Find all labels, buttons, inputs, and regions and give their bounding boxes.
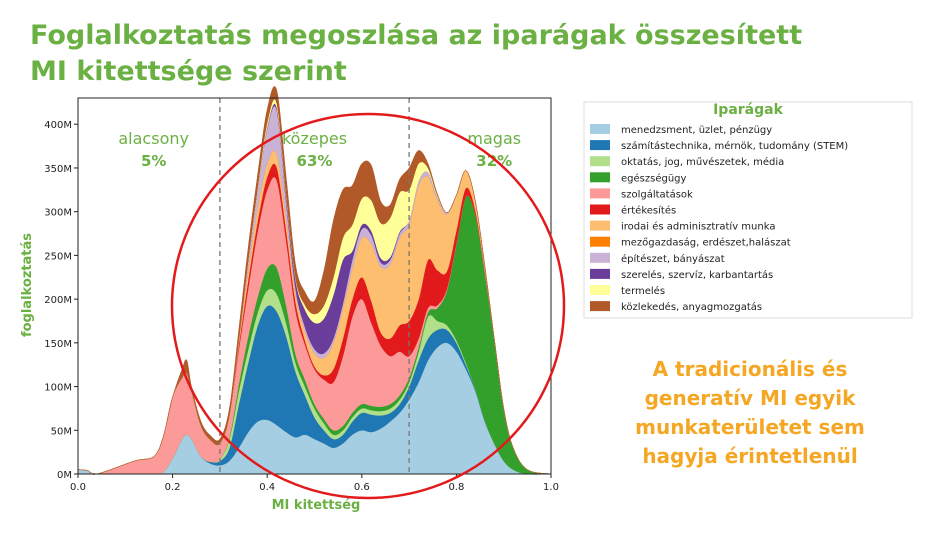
- y-tick-label: 200M: [44, 295, 72, 306]
- x-tick-label: 1.0: [543, 482, 559, 493]
- y-tick-label: 300M: [44, 208, 72, 219]
- zone-label: közepes: [282, 129, 347, 148]
- legend-title: Iparágak: [713, 102, 783, 118]
- highlight-circle: [170, 112, 566, 500]
- legend-entry-label: szolgáltatások: [621, 188, 693, 200]
- legend-swatch: [590, 156, 610, 167]
- legend-entry-label: értékesítés: [621, 205, 676, 217]
- zone-label: magas: [467, 129, 521, 148]
- y-tick-label: 50M: [51, 426, 72, 437]
- title-line-1: Foglalkoztatás megoszlása az iparágak ös…: [30, 20, 803, 51]
- x-axis: 0.0 0.2 0.4 0.6 0.8 1.0: [70, 474, 559, 493]
- y-tick-label: 400M: [44, 120, 72, 131]
- legend-swatch: [590, 188, 610, 199]
- y-tick-label: 0M: [57, 470, 72, 481]
- x-tick-label: 0.8: [448, 482, 464, 493]
- zone-label: alacsony: [118, 129, 189, 148]
- x-axis-label: MI kitettség: [272, 498, 361, 513]
- plot-frame: [77, 97, 552, 475]
- y-axis: 0M 50M 100M 150M 200M 250M 300M 350M 400M: [44, 120, 78, 481]
- side-note-line: generatív MI egyik: [644, 386, 856, 410]
- zone-percentage: 5%: [141, 152, 166, 170]
- page-title: Foglalkoztatás megoszlása az iparágak ös…: [30, 18, 890, 90]
- legend-entry-label: menedzsment, üzlet, pénzügy: [621, 124, 772, 136]
- legend-entry-label: oktatás, jog, művészetek, média: [621, 156, 784, 168]
- y-axis-label: foglalkoztatás: [20, 233, 35, 337]
- legend: Iparágak menedzsment, üzlet, pénzügy számí…: [583, 101, 913, 319]
- legend-entry-label: szerelés, szervíz, karbantartás: [621, 269, 773, 281]
- legend-swatch: [590, 285, 610, 295]
- legend-entry-label: irodai és adminisztratív munka: [621, 221, 775, 233]
- side-note-line: A tradicionális és: [652, 357, 848, 381]
- side-note: A tradicionális és generatív MI egyik mu…: [600, 355, 900, 471]
- x-tick-label: 0.4: [259, 482, 275, 493]
- y-tick-label: 350M: [44, 164, 72, 175]
- y-tick-label: 150M: [44, 339, 72, 350]
- legend-entry-label: számítástechnika, mérnök, tudomány (STEM…: [621, 140, 848, 152]
- side-note-line: munkaterületet sem: [635, 415, 865, 439]
- legend-entry-label: építészet, bányászat: [621, 253, 725, 265]
- legend-swatch: [590, 301, 610, 312]
- legend-swatch: [590, 204, 610, 215]
- title-line-2: MI kitettsége szerint: [30, 56, 347, 87]
- x-tick-label: 0.0: [70, 482, 86, 493]
- legend-entry-label: termelés: [621, 285, 665, 297]
- legend-swatch: [590, 220, 610, 231]
- legend-swatch: [590, 252, 610, 263]
- x-tick-label: 0.6: [354, 482, 370, 493]
- zone-labels: alacsony 5% közepes 63% magas 32%: [118, 129, 521, 170]
- legend-entry-label: egészségügy: [621, 172, 687, 184]
- legend-swatch: [590, 140, 610, 151]
- x-tick-label: 0.2: [165, 482, 181, 493]
- y-tick-label: 100M: [44, 383, 72, 394]
- side-note-line: hagyja érintetlenül: [642, 444, 858, 468]
- zone-percentage: 63%: [297, 152, 333, 170]
- legend-entry-label: mezőgazdaság, erdészet,halászat: [621, 237, 791, 249]
- legend-entry-label: közlekedés, anyagmozgatás: [621, 301, 762, 313]
- legend-swatch: [590, 268, 610, 279]
- legend-swatch: [590, 172, 610, 183]
- y-tick-label: 250M: [44, 251, 72, 262]
- legend-box: [583, 101, 913, 319]
- legend-swatch: [590, 124, 610, 134]
- zone-percentage: 32%: [476, 152, 512, 170]
- legend-swatch: [590, 236, 610, 247]
